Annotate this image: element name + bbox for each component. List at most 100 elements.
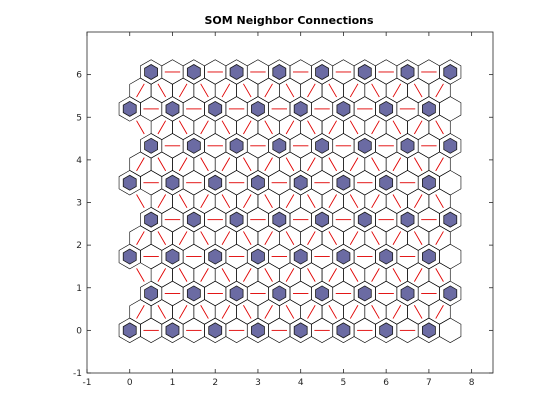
connection-line: [285, 268, 295, 282]
neuron-node: [336, 174, 351, 191]
connection-line: [264, 157, 273, 172]
connection-line: [435, 157, 444, 172]
connection-line: [349, 268, 359, 282]
neuron-node: [229, 64, 244, 80]
connection-line: [328, 231, 337, 245]
neuron-node: [443, 64, 458, 80]
connection-line: [157, 83, 167, 98]
connection-line: [243, 157, 252, 172]
connection-line: [307, 83, 316, 98]
connection-line: [413, 231, 423, 245]
neuron-node: [165, 174, 180, 191]
connection-line: [264, 231, 273, 245]
neuron-node: [357, 64, 372, 80]
connection-line: [136, 157, 145, 172]
y-tick-label: 4: [76, 156, 82, 166]
connection-line: [413, 83, 423, 98]
y-tick-label: 5: [76, 113, 82, 123]
neuron-node: [251, 174, 265, 191]
neuron-node: [421, 248, 436, 265]
connection-line: [349, 231, 359, 245]
connection-line: [221, 120, 231, 135]
connection-line: [136, 305, 145, 319]
y-tick-label: 0: [76, 326, 82, 336]
neuron-node: [400, 137, 415, 154]
connection-line: [371, 194, 380, 209]
neuron-node: [272, 137, 287, 154]
neuron-node: [443, 137, 458, 154]
y-tick-label: 3: [76, 199, 82, 209]
x-tick-label: -1: [83, 378, 92, 388]
neuron-node: [165, 100, 180, 117]
neuron-node: [144, 285, 159, 302]
neuron-node: [357, 285, 372, 302]
neuron-node: [186, 137, 201, 154]
connection-line: [371, 120, 380, 135]
connection-line: [392, 305, 402, 319]
neuron-node: [272, 211, 287, 228]
x-tick-label: 8: [469, 378, 475, 388]
x-tick-label: 6: [383, 378, 389, 388]
connection-line: [243, 83, 252, 98]
connection-line: [200, 194, 209, 209]
y-tick-label: -1: [73, 369, 82, 379]
connection-line: [136, 120, 145, 135]
connection-line: [413, 120, 423, 135]
neuron-node: [208, 248, 223, 265]
neuron-node: [186, 64, 201, 80]
connection-line: [392, 231, 402, 245]
neuron-node: [229, 285, 244, 302]
connection-line: [392, 120, 402, 135]
connection-line: [392, 83, 402, 98]
connection-line: [392, 268, 402, 282]
neuron-node: [251, 322, 265, 339]
neuron-node: [122, 100, 137, 117]
neuron-node: [208, 174, 223, 191]
connection-line: [221, 305, 231, 319]
connection-line: [307, 231, 316, 245]
connection-line: [413, 157, 423, 172]
connection-line: [136, 83, 145, 98]
connection-line: [307, 268, 316, 282]
chart-title: SOM Neighbor Connections: [204, 14, 374, 27]
connection-line: [178, 157, 188, 172]
connection-line: [285, 83, 295, 98]
neuron-node: [122, 248, 137, 265]
connection-line: [178, 268, 188, 282]
neuron-node: [357, 137, 372, 154]
connection-line: [136, 231, 145, 245]
neuron-node: [400, 64, 415, 80]
connection-line: [221, 157, 231, 172]
neuron-node: [122, 322, 137, 339]
connection-line: [371, 83, 380, 98]
neuron-node: [443, 285, 458, 302]
connection-line: [157, 305, 167, 319]
connection-line: [413, 194, 423, 209]
connection-line: [371, 157, 380, 172]
x-tick-label: 4: [298, 378, 304, 388]
connection-line: [157, 231, 167, 245]
neuron-node: [251, 100, 265, 117]
neuron-node: [293, 100, 308, 117]
y-tick-label: 2: [76, 241, 82, 251]
connection-line: [349, 120, 359, 135]
neuron-node: [229, 211, 244, 228]
neuron-nodes: [122, 64, 458, 339]
connection-line: [307, 305, 316, 319]
y-tick-label: 1: [76, 284, 82, 294]
neuron-node: [336, 248, 351, 265]
connection-line: [435, 83, 444, 98]
connection-line: [371, 231, 380, 245]
neuron-node: [315, 211, 329, 228]
connection-line: [328, 120, 337, 135]
neuron-node: [144, 137, 159, 154]
connection-line: [243, 120, 252, 135]
connection-line: [221, 83, 231, 98]
neuron-node: [443, 211, 458, 228]
connection-line: [157, 268, 167, 282]
connection-line: [157, 157, 167, 172]
neuron-node: [186, 211, 201, 228]
connection-line: [328, 305, 337, 319]
connection-line: [435, 194, 444, 209]
neuron-node: [421, 174, 436, 191]
